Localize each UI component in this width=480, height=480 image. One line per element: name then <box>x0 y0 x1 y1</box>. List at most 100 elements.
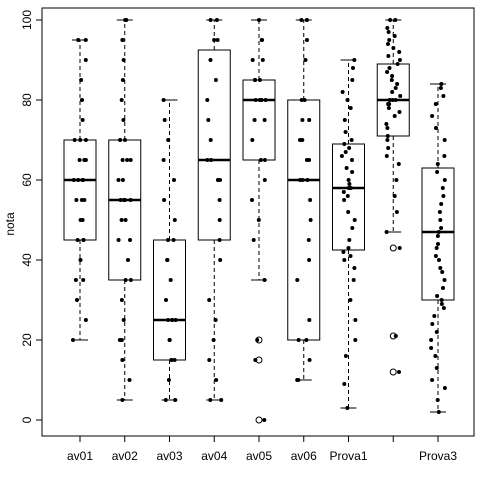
data-point <box>386 54 391 58</box>
data-point <box>299 18 304 22</box>
data-point <box>307 258 312 262</box>
data-point <box>119 338 124 342</box>
data-point <box>128 198 133 202</box>
data-point <box>252 118 257 122</box>
data-point <box>389 78 394 82</box>
data-point <box>128 158 133 162</box>
y-tick-label: 20 <box>20 333 34 347</box>
data-point <box>390 74 395 78</box>
data-point <box>251 238 256 242</box>
box-av04 <box>197 19 231 401</box>
data-point <box>346 246 351 250</box>
data-point <box>214 378 219 382</box>
data-point <box>395 62 400 66</box>
data-point <box>435 162 440 166</box>
data-point <box>296 378 301 382</box>
data-point <box>307 158 312 162</box>
outlier-point <box>389 368 397 376</box>
data-point <box>80 178 85 182</box>
data-point <box>388 18 393 22</box>
data-point <box>350 226 355 230</box>
data-point <box>391 46 396 50</box>
data-point <box>341 190 346 194</box>
box-iqr <box>242 79 276 161</box>
data-point <box>167 338 172 342</box>
data-point <box>350 78 355 82</box>
data-point <box>250 58 255 62</box>
data-point <box>387 102 392 106</box>
data-point <box>342 198 347 202</box>
y-tick-label: 0 <box>20 416 34 423</box>
data-point <box>262 158 267 162</box>
data-point <box>207 298 212 302</box>
data-point <box>433 254 438 258</box>
data-point <box>441 94 446 98</box>
data-point <box>435 234 440 238</box>
data-point <box>386 146 391 150</box>
data-point <box>429 338 434 342</box>
data-point <box>303 58 308 62</box>
data-point <box>397 246 402 250</box>
data-point <box>83 318 88 322</box>
data-point <box>298 178 303 182</box>
y-tick-label: 60 <box>20 173 34 187</box>
data-point <box>430 114 435 118</box>
data-point <box>121 58 126 62</box>
data-point <box>171 238 176 242</box>
box-Prova1 <box>332 59 365 409</box>
data-point <box>121 118 126 122</box>
data-point <box>441 194 446 198</box>
data-point <box>205 98 210 102</box>
data-point <box>346 210 351 214</box>
box-iqr <box>63 139 97 241</box>
data-point <box>390 98 395 102</box>
x-tick-label: av01 <box>67 449 93 463</box>
y-tick-label: 80 <box>20 93 34 107</box>
data-point <box>120 398 125 402</box>
box-av01 <box>63 39 97 341</box>
data-point <box>71 338 75 342</box>
data-point <box>172 178 176 182</box>
data-point <box>119 298 124 302</box>
data-point <box>71 178 76 182</box>
data-point <box>393 334 398 338</box>
data-point <box>120 158 125 162</box>
box-series <box>63 19 455 424</box>
data-point <box>348 254 353 258</box>
data-point <box>439 302 444 306</box>
data-point <box>429 346 434 350</box>
data-point <box>392 114 397 118</box>
data-point <box>75 298 79 302</box>
data-point <box>257 18 261 22</box>
data-point <box>256 218 261 222</box>
data-point <box>206 118 211 122</box>
data-point <box>173 318 178 322</box>
data-point <box>438 266 443 270</box>
data-point <box>296 338 301 342</box>
data-point <box>347 238 352 242</box>
data-point <box>162 198 167 202</box>
data-point <box>387 38 392 42</box>
data-point <box>439 82 444 86</box>
box-av06 <box>287 19 321 381</box>
data-point <box>166 138 171 142</box>
data-point <box>165 258 170 262</box>
data-point <box>169 358 174 362</box>
data-point <box>353 338 358 342</box>
data-point <box>340 90 345 94</box>
data-point <box>119 98 124 102</box>
x-tick-label: Prova3 <box>419 449 457 463</box>
data-point <box>398 94 403 98</box>
data-point <box>123 278 128 282</box>
data-point <box>345 98 350 102</box>
y-tick-label: 100 <box>20 10 34 30</box>
data-point <box>438 86 443 90</box>
data-point <box>172 358 177 362</box>
box-series-8 <box>376 19 410 376</box>
data-point <box>161 98 166 102</box>
data-point <box>343 150 348 154</box>
data-point <box>259 98 264 102</box>
data-point <box>352 58 357 62</box>
data-point <box>304 338 309 342</box>
data-point <box>343 130 348 134</box>
